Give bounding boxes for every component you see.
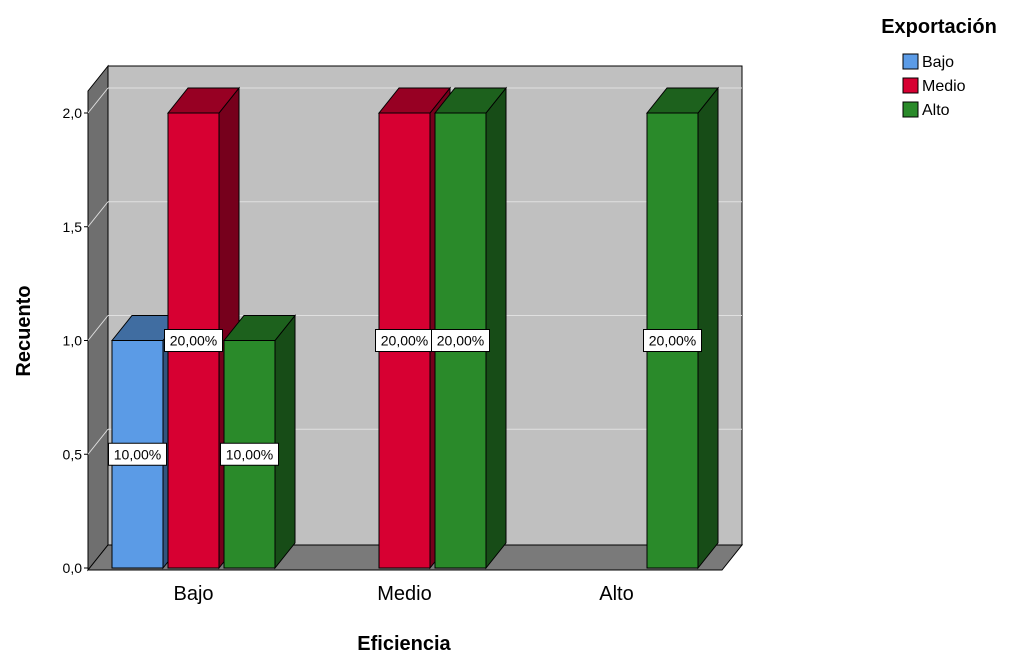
data-label-box xyxy=(220,442,279,466)
bar-alto-medio xyxy=(433,86,508,570)
gridline-side xyxy=(87,87,109,114)
gridline-side xyxy=(87,315,109,341)
x-tick-label: Bajo xyxy=(173,583,213,605)
bar-side xyxy=(697,86,719,570)
legend-label: Medio xyxy=(922,78,966,95)
gridline-side xyxy=(87,428,109,455)
legend-item-bajo: Bajo xyxy=(902,53,954,71)
y-tick-label: 1,5 xyxy=(63,219,83,235)
x-tick-label: Alto xyxy=(599,583,633,605)
data-labels: 10,00% 20,00% 20,00% 10,00% 20,00% 20,00% xyxy=(108,329,702,466)
y-axis-title: Recuento xyxy=(13,285,35,376)
bar-alto-bajo xyxy=(222,314,297,570)
legend-label: Bajo xyxy=(922,54,954,71)
data-label: 10,00% xyxy=(108,442,167,466)
legend-items: Bajo Medio Alto xyxy=(902,53,966,119)
y-axis-ticks: 0,0 0,5 1,0 1,5 2,0 xyxy=(63,105,88,576)
y-tick-label: 0,0 xyxy=(63,560,83,576)
data-label: 20,00% xyxy=(431,329,490,352)
data-label-text: 10,00% xyxy=(114,446,161,462)
data-label: 10,00% xyxy=(220,442,279,466)
data-label-box xyxy=(108,442,167,466)
legend-label: Alto xyxy=(922,102,950,119)
data-label-text: 20,00% xyxy=(649,333,696,349)
legend-swatch xyxy=(902,77,919,94)
data-label-box xyxy=(643,329,702,352)
data-label: 20,00% xyxy=(643,329,702,352)
x-tick-label: Medio xyxy=(377,583,431,605)
bar-side xyxy=(274,314,296,570)
y-tick-label: 1,0 xyxy=(63,333,83,349)
legend-swatch xyxy=(902,101,919,118)
legend: Exportación Bajo Medio Alto xyxy=(881,16,997,119)
legend-title: Exportación xyxy=(881,16,997,38)
legend-item-medio: Medio xyxy=(902,77,966,95)
data-label-text: 20,00% xyxy=(170,333,217,349)
data-label-text: 10,00% xyxy=(226,446,273,462)
y-tick-label: 0,5 xyxy=(63,446,83,462)
bar-alto-alto xyxy=(645,86,720,570)
x-axis-ticks: Bajo Medio Alto xyxy=(173,583,633,605)
bar-side xyxy=(485,86,507,570)
data-label-text: 20,00% xyxy=(381,333,428,349)
data-label-box xyxy=(164,329,223,352)
data-label: 20,00% xyxy=(375,329,434,352)
data-label-text: 20,00% xyxy=(437,333,484,349)
y-tick-label: 2,0 xyxy=(63,105,83,121)
data-label-box xyxy=(431,329,490,352)
x-axis-title: Eficiencia xyxy=(357,633,451,653)
left-wall xyxy=(87,64,109,572)
legend-item-alto: Alto xyxy=(902,101,950,119)
gridline-side xyxy=(87,201,109,228)
data-label: 20,00% xyxy=(164,329,223,352)
legend-swatch xyxy=(902,53,919,70)
